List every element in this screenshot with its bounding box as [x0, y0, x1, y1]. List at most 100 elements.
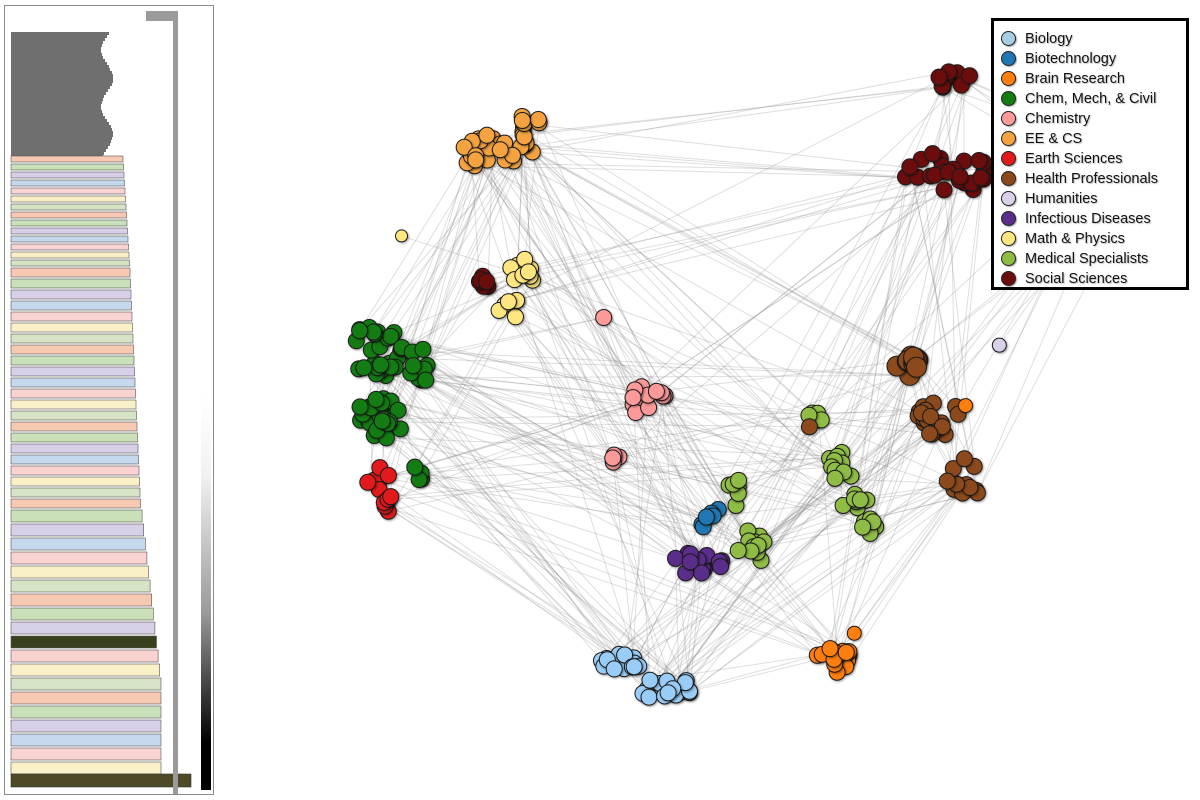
graph-node[interactable]	[935, 181, 953, 199]
threshold-slider-handle[interactable]	[146, 11, 178, 21]
graph-edge	[474, 165, 918, 178]
graph-node[interactable]	[382, 488, 400, 506]
graph-node[interactable]	[681, 553, 699, 571]
graph-node[interactable]	[906, 356, 928, 378]
graph-node[interactable]	[659, 684, 677, 702]
graph-node[interactable]	[647, 382, 665, 400]
graph-node[interactable]	[414, 340, 432, 358]
graph-node[interactable]	[697, 508, 715, 526]
legend-item-biotechnology[interactable]: Biotechnology	[1001, 49, 1187, 69]
graph-node[interactable]	[826, 469, 844, 487]
graph-node[interactable]	[922, 408, 940, 426]
graph-node[interactable]	[667, 549, 685, 567]
graph-node[interactable]	[991, 337, 1007, 353]
graph-node[interactable]	[455, 138, 473, 156]
legend-item-humanities[interactable]: Humanities	[1001, 189, 1187, 209]
graph-node[interactable]	[404, 357, 422, 375]
graph-node[interactable]	[506, 308, 524, 326]
legend-item-math-physics[interactable]: Math & Physics	[1001, 229, 1187, 249]
legend-item-chemistry[interactable]: Chemistry	[1001, 109, 1187, 129]
graph-node[interactable]	[478, 126, 496, 144]
legend-label: Health Professionals	[1025, 171, 1158, 187]
graph-node[interactable]	[351, 322, 369, 340]
graph-node[interactable]	[955, 450, 973, 468]
legend-item-earth-sciences[interactable]: Earth Sciences	[1001, 149, 1187, 169]
legend-item-biology[interactable]: Biology	[1001, 29, 1187, 49]
graph-node[interactable]	[625, 658, 643, 676]
graph-node[interactable]	[382, 327, 400, 345]
graph-node[interactable]	[901, 158, 919, 176]
graph-edge	[659, 480, 740, 684]
graph-node[interactable]	[961, 67, 979, 85]
network-graph[interactable]	[220, 0, 1200, 800]
legend-item-social-sciences[interactable]: Social Sciences	[1001, 269, 1187, 289]
graph-node[interactable]	[417, 371, 435, 389]
graph-node[interactable]	[640, 688, 658, 706]
legend-item-brain-research[interactable]: Brain Research	[1001, 69, 1187, 89]
graph-node[interactable]	[355, 359, 373, 377]
graph-node[interactable]	[846, 625, 862, 641]
graph-node[interactable]	[854, 518, 872, 536]
threshold-slider-track[interactable]	[173, 18, 178, 794]
legend-item-chem-mech-civil[interactable]: Chem, Mech, & Civil	[1001, 89, 1187, 109]
graph-node[interactable]	[372, 356, 390, 374]
graph-node[interactable]	[604, 449, 622, 467]
legend-item-health-professionals[interactable]: Health Professionals	[1001, 169, 1187, 189]
graph-node[interactable]	[641, 671, 659, 689]
graph-edge	[363, 367, 661, 684]
graph-node[interactable]	[821, 640, 839, 658]
legend-item-medical-specialists[interactable]: Medical Specialists	[1001, 249, 1187, 269]
graph-node[interactable]	[930, 68, 948, 86]
graph-edge	[836, 171, 949, 460]
graph-node[interactable]	[693, 564, 711, 582]
graph-edge	[618, 456, 714, 517]
graph-edge	[845, 484, 967, 667]
graph-node[interactable]	[972, 169, 990, 187]
legend-item-ee-cs[interactable]: EE & CS	[1001, 129, 1187, 149]
graph-edge	[487, 71, 949, 161]
legend-item-infectious-diseases[interactable]: Infectious Diseases	[1001, 209, 1187, 229]
graph-node[interactable]	[933, 418, 951, 436]
graph-node[interactable]	[924, 145, 942, 163]
graph-edge	[378, 122, 540, 479]
graph-node[interactable]	[529, 111, 547, 129]
graph-node[interactable]	[605, 660, 623, 678]
graph-node[interactable]	[373, 412, 391, 430]
graph-node[interactable]	[406, 458, 424, 476]
graph-node[interactable]	[351, 398, 369, 416]
graph-node[interactable]	[513, 111, 531, 129]
graph-node[interactable]	[729, 542, 747, 560]
graph-node[interactable]	[499, 293, 517, 311]
graph-node[interactable]	[921, 425, 939, 443]
graph-edge	[471, 141, 703, 574]
graph-edge	[642, 458, 965, 694]
graph-node[interactable]	[478, 272, 496, 290]
graph-node[interactable]	[938, 472, 956, 490]
graph-node[interactable]	[970, 152, 988, 170]
graph-edge	[632, 189, 945, 399]
graph-node[interactable]	[616, 646, 634, 664]
graph-node[interactable]	[395, 229, 409, 243]
graph-node[interactable]	[851, 491, 869, 509]
graph-node[interactable]	[712, 558, 730, 576]
cluster-bar	[11, 107, 101, 110]
graph-node[interactable]	[359, 473, 377, 491]
graph-node[interactable]	[595, 309, 613, 327]
graph-edge	[603, 317, 971, 488]
graph-node[interactable]	[958, 398, 974, 414]
cluster-bar	[10, 259, 130, 267]
graph-node[interactable]	[926, 166, 944, 184]
legend-swatch	[1001, 171, 1016, 186]
graph-node[interactable]	[491, 141, 509, 159]
graph-node[interactable]	[624, 389, 642, 407]
graph-node[interactable]	[800, 418, 818, 436]
graph-node[interactable]	[519, 263, 537, 281]
graph-node[interactable]	[951, 168, 969, 186]
graph-node[interactable]	[379, 466, 397, 484]
graph-node[interactable]	[730, 471, 748, 489]
graph-node[interactable]	[467, 151, 485, 169]
graph-node[interactable]	[837, 643, 855, 661]
graph-node[interactable]	[389, 401, 407, 419]
graph-edge	[426, 365, 739, 481]
graph-node[interactable]	[367, 390, 385, 408]
